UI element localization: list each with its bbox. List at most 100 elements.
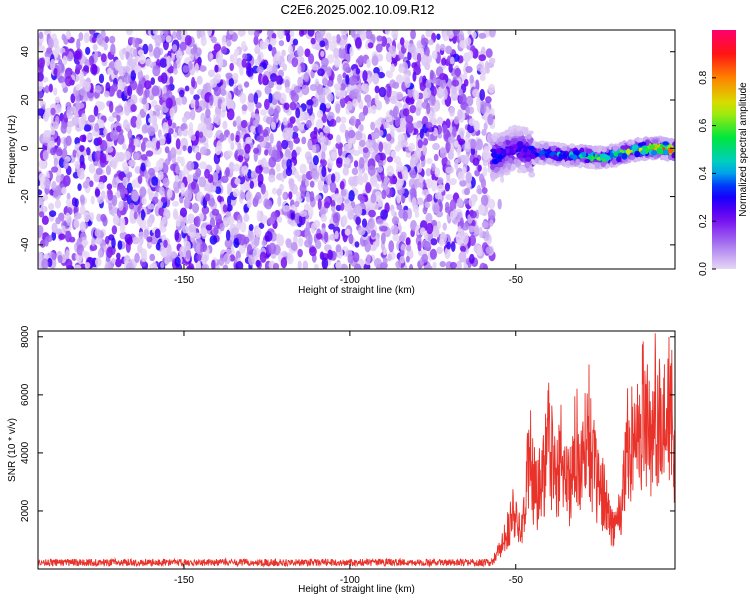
noise-cell — [104, 36, 110, 44]
noise-cell — [247, 169, 252, 179]
noise-cell — [109, 35, 116, 44]
noise-cell — [450, 241, 456, 252]
noise-cell — [235, 115, 242, 126]
noise-cell — [88, 163, 96, 174]
noise-cell — [42, 111, 50, 122]
noise-cell — [85, 46, 91, 55]
signal-cell — [517, 153, 524, 158]
noise-cell — [182, 145, 187, 152]
noise-cell — [357, 226, 366, 236]
noise-cell — [255, 102, 262, 109]
noise-cell — [442, 125, 448, 133]
noise-cell — [459, 179, 467, 187]
noise-cell — [54, 199, 62, 209]
noise-cell — [451, 85, 457, 95]
noise-cell — [294, 200, 300, 208]
noise-cell — [154, 34, 162, 46]
noise-cell — [73, 217, 79, 229]
noise-cell — [275, 162, 281, 173]
noise-cell — [235, 260, 244, 269]
noise-cell — [286, 158, 292, 170]
noise-cell — [416, 120, 422, 128]
noise-cell — [240, 40, 247, 51]
noise-cell — [247, 102, 255, 113]
noise-cell — [436, 177, 444, 185]
noise-cell — [215, 213, 222, 223]
noise-cell — [288, 140, 294, 151]
noise-cell — [290, 212, 295, 220]
noise-cell — [264, 199, 273, 210]
noise-cell — [289, 116, 296, 124]
noise-cell — [254, 46, 261, 55]
noise-cell — [264, 38, 270, 47]
noise-cell — [475, 138, 484, 151]
noise-cell — [392, 81, 400, 89]
noise-cell — [81, 239, 89, 246]
signal-cell — [648, 144, 656, 150]
noise-cell — [260, 184, 266, 195]
noise-cell — [191, 76, 196, 89]
noise-cell — [445, 166, 454, 174]
noise-cell — [418, 176, 424, 184]
noise-cell — [169, 107, 175, 118]
noise-cell — [400, 139, 408, 148]
noise-cell — [78, 32, 84, 42]
noise-cell — [224, 150, 230, 161]
noise-cell — [65, 258, 73, 269]
noise-cell — [322, 77, 329, 86]
noise-cell — [45, 56, 51, 67]
noise-cell — [239, 65, 244, 76]
noise-cell — [250, 125, 256, 133]
noise-cell — [89, 180, 94, 188]
noise-cell — [90, 195, 95, 205]
noise-cell — [329, 118, 337, 127]
noise-cell — [206, 30, 213, 36]
noise-cell — [122, 47, 127, 55]
noise-cell — [163, 239, 168, 248]
noise-cell — [392, 234, 400, 242]
noise-cell — [268, 174, 276, 183]
noise-cell — [425, 121, 433, 129]
noise-cell — [454, 67, 461, 77]
noise-cell — [310, 131, 318, 140]
noise-cell — [421, 37, 429, 47]
signal-cell — [612, 145, 619, 152]
noise-cell — [469, 210, 477, 219]
noise-cell — [344, 203, 353, 213]
noise-cell — [297, 123, 306, 130]
noise-cell — [174, 174, 180, 183]
noise-cell — [409, 188, 417, 197]
noise-cell — [358, 54, 364, 64]
noise-cell — [436, 184, 445, 193]
noise-cell — [387, 70, 393, 79]
noise-cell — [469, 253, 475, 264]
noise-cell — [449, 177, 457, 186]
noise-cell — [138, 54, 146, 65]
noise-cell — [92, 43, 98, 51]
noise-cell — [270, 121, 276, 130]
noise-cell — [388, 240, 395, 253]
noise-cell — [402, 169, 409, 181]
signal-cell — [651, 150, 658, 156]
noise-cell — [399, 116, 407, 128]
noise-cell — [79, 154, 85, 166]
y-tick-label: 40 — [20, 46, 31, 58]
noise-cell — [151, 196, 159, 205]
noise-cell — [441, 57, 447, 66]
noise-cell — [123, 150, 131, 161]
noise-cell — [396, 161, 403, 172]
noise-cell — [38, 211, 45, 218]
noise-cell — [61, 33, 66, 41]
noise-cell — [240, 191, 246, 200]
noise-cell — [374, 93, 379, 106]
noise-cell — [149, 109, 154, 118]
noise-cell — [226, 99, 235, 111]
noise-cell — [376, 35, 383, 42]
noise-cell — [385, 114, 393, 123]
noise-cell — [282, 191, 287, 201]
noise-cell — [293, 85, 301, 94]
noise-cell — [351, 167, 359, 176]
noise-cell — [355, 216, 361, 226]
noise-cell — [485, 96, 492, 104]
noise-cell — [217, 195, 222, 203]
